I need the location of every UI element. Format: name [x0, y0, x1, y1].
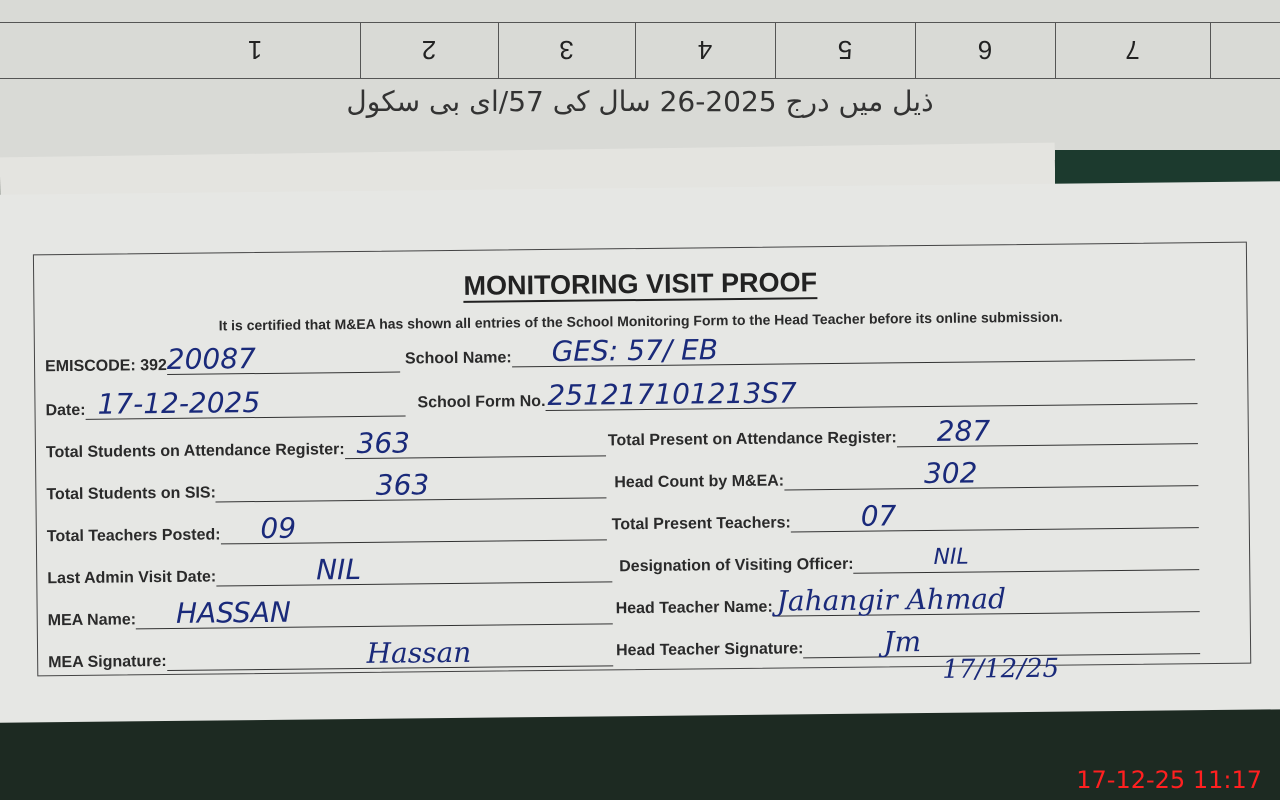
- form-title: MONITORING VISIT PROOF: [463, 267, 818, 303]
- table-cell: 4: [635, 22, 776, 78]
- background-sheet: 7 6 5 4 3 2 1 ذیل میں درج 2025-26 سال کی…: [0, 0, 1280, 160]
- school-name-field: School Name: GES: 57/ EB: [405, 331, 1196, 368]
- table-cell: 3: [498, 22, 636, 78]
- total-teachers-posted-field: Total Teachers Posted: 09: [47, 511, 607, 546]
- emiscode-field: EMISCODE: 392 20087: [45, 342, 401, 377]
- total-students-attendance-field: Total Students on Attendance Register: 36…: [46, 426, 607, 462]
- head-teacher-signature-field: Head Teacher Signature: Jm: [616, 625, 1201, 660]
- mea-signature-field: MEA Signature: Hassan: [48, 636, 614, 672]
- mea-name-field: MEA Name: HASSAN: [48, 595, 613, 630]
- urdu-table: 7 6 5 4 3 2 1: [0, 0, 1280, 80]
- urdu-text-line: ذیل میں درج 2025-26 سال کی 57/ای بی سکول: [346, 85, 934, 118]
- total-present-teachers-field: Total Present Teachers: 07: [612, 499, 1199, 534]
- date-field: Date: 17-12-2025: [45, 386, 406, 421]
- total-present-attendance-field: Total Present on Attendance Register: 287: [608, 414, 1198, 450]
- designation-field: Designation of Visiting Officer: NIL: [619, 541, 1200, 576]
- table-cell: 2: [360, 22, 499, 78]
- camera-timestamp: 17-12-25 11:17: [1076, 766, 1262, 794]
- table-cell: 6: [915, 22, 1056, 78]
- monitoring-visit-proof-form: MONITORING VISIT PROOF It is certified t…: [0, 181, 1280, 723]
- last-admin-visit-field: Last Admin Visit Date: NIL: [47, 553, 613, 588]
- school-form-no-field: School Form No. 251217101213S7: [417, 375, 1198, 412]
- head-teacher-name-field: Head Teacher Name: Jahangir Ahmad: [615, 582, 1200, 618]
- total-students-sis-field: Total Students on SIS: 363: [46, 468, 607, 504]
- form-border: MONITORING VISIT PROOF It is certified t…: [32, 241, 1252, 677]
- certification-text: It is certified that M&EA has shown all …: [218, 308, 1063, 334]
- table-cell: 1: [150, 22, 361, 78]
- signature-date: 17/12/25: [942, 653, 1060, 685]
- table-cell: 7: [1055, 22, 1211, 78]
- head-count-field: Head Count by M&EA: 302: [614, 456, 1199, 492]
- table-cell: 5: [775, 22, 916, 78]
